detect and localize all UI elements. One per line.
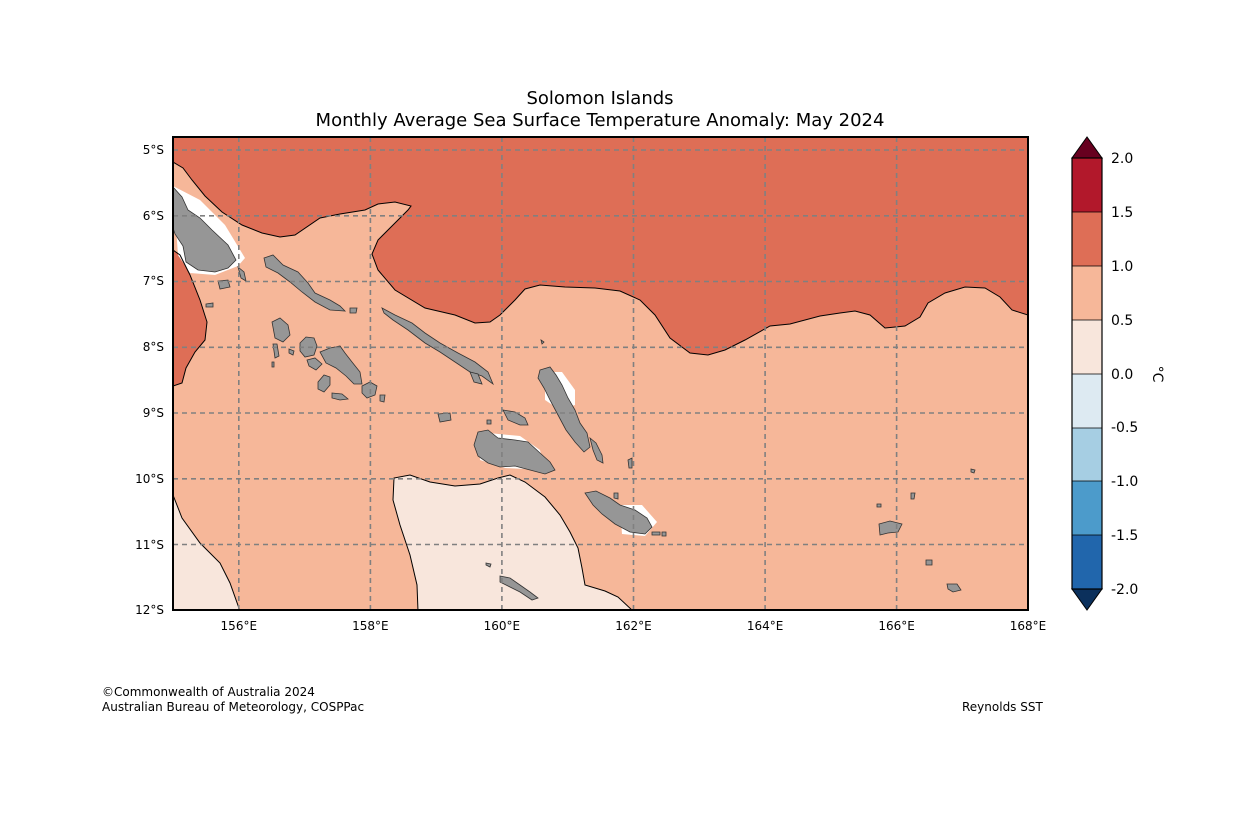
colorbar-tick-label: -1.5 xyxy=(1111,528,1138,544)
lon-label: 160°E xyxy=(484,619,521,633)
island-rennell xyxy=(499,575,539,601)
latitude-labels: 5°S 6°S 7°S 8°S 9°S 10°S 11°S 12°S xyxy=(135,143,164,617)
island-small xyxy=(627,457,633,469)
island-new-georgia-west xyxy=(306,357,323,371)
island-tetepare xyxy=(331,392,349,401)
colorbar-tick-label: 1.5 xyxy=(1111,205,1133,221)
colorbar-bin--1.0--0.5 xyxy=(1072,428,1102,481)
colorbar-bin--0.5-0.0 xyxy=(1072,374,1102,428)
contour-lines xyxy=(173,161,1028,610)
island-small xyxy=(486,419,492,425)
land-masses xyxy=(173,186,976,601)
island-small xyxy=(379,394,386,403)
lat-label: 12°S xyxy=(135,603,164,617)
island-small xyxy=(469,371,483,385)
island-vella-lavella xyxy=(271,317,291,343)
copyright-text: ©Commonwealth of Australia 2024 Australi… xyxy=(102,685,364,715)
gridlines xyxy=(173,137,1028,610)
lat-label: 10°S xyxy=(135,472,164,486)
island-new-georgia xyxy=(319,345,363,385)
lon-label: 168°E xyxy=(1010,619,1047,633)
anomaly-band-0.0-0.5-central xyxy=(393,475,632,610)
island-small xyxy=(349,307,358,314)
colorbar: 2.0 1.5 1.0 0.5 0.0 -0.5 -1.0 -1.5 -2.0 … xyxy=(1071,136,1165,611)
colorbar-tick-label: 1.0 xyxy=(1111,259,1133,275)
island-small xyxy=(271,361,275,368)
lon-label: 162°E xyxy=(615,619,652,633)
island-makira xyxy=(584,490,653,535)
copyright-line: ©Commonwealth of Australia 2024 xyxy=(102,685,315,699)
island-utupua xyxy=(925,559,933,566)
map-title: Solomon Islands xyxy=(526,88,674,109)
data-source-text: Reynolds SST xyxy=(962,700,1043,714)
island-small xyxy=(876,503,882,508)
colorbar-bin--2.0--1.5 xyxy=(1072,535,1102,589)
colorbar-unit-label: °C xyxy=(1149,366,1165,383)
island-savo xyxy=(437,412,452,423)
lon-label: 166°E xyxy=(878,619,915,633)
island-vanikoro xyxy=(946,583,962,593)
lon-label: 158°E xyxy=(352,619,389,633)
island-guadalcanal xyxy=(473,429,556,475)
colorbar-extend-max xyxy=(1071,136,1103,159)
lat-label: 7°S xyxy=(143,274,164,288)
map-plot-area xyxy=(173,137,1028,610)
colorbar-tick-label: -0.5 xyxy=(1111,420,1138,436)
map-subtitle: Monthly Average Sea Surface Temperature … xyxy=(315,110,885,131)
lat-label: 6°S xyxy=(143,209,164,223)
colorbar-tick-label: 0.5 xyxy=(1111,313,1133,329)
agency-line: Australian Bureau of Meteorology, COSPPa… xyxy=(102,700,365,714)
lon-label: 156°E xyxy=(221,619,258,633)
island-choiseul xyxy=(263,254,347,312)
island-small xyxy=(205,302,214,308)
colorbar-extend-min xyxy=(1071,588,1103,611)
colorbar-tick-label: -2.0 xyxy=(1111,582,1138,598)
island-rendova xyxy=(317,374,331,393)
island-small xyxy=(910,492,916,500)
colorbar-tick-label: 0.0 xyxy=(1111,367,1133,383)
colorbar-bin-1.5-2.0 xyxy=(1072,158,1102,212)
island-bougainville xyxy=(173,186,237,273)
colorbar-tick-label: -1.0 xyxy=(1111,474,1138,490)
island-bellona xyxy=(485,562,492,568)
colorbar-bin-0.0-0.5 xyxy=(1072,320,1102,374)
map-frame xyxy=(172,136,1029,611)
island-small-malaita xyxy=(589,436,604,464)
lat-label: 11°S xyxy=(135,538,164,552)
island-small xyxy=(661,531,667,537)
island-santa-isabel xyxy=(381,307,494,386)
island-small xyxy=(288,348,295,356)
lat-label: 9°S xyxy=(143,406,164,420)
lat-label: 5°S xyxy=(143,143,164,157)
colorbar-bin-0.5-1.0 xyxy=(1072,266,1102,320)
anomaly-band-1.0-1.5-north xyxy=(173,137,1028,355)
anomaly-band-1.0-1.5-west xyxy=(173,250,207,386)
lon-label: 164°E xyxy=(747,619,784,633)
colorbar-tick-label: 2.0 xyxy=(1111,151,1133,167)
anomaly-band-0.0-0.5-southwest xyxy=(173,495,240,610)
longitude-labels: 156°E 158°E 160°E 162°E 164°E 166°E 168°… xyxy=(221,619,1047,633)
lat-label: 8°S xyxy=(143,340,164,354)
island-small xyxy=(540,339,545,345)
island-malaita xyxy=(537,366,591,453)
colorbar-bin-1.0-1.5 xyxy=(1072,212,1102,266)
colorbar-ticks: 2.0 1.5 1.0 0.5 0.0 -0.5 -1.0 -1.5 -2.0 xyxy=(1111,151,1138,598)
island-small xyxy=(613,492,619,500)
island-small xyxy=(651,531,661,536)
colorbar-bin--1.5--1.0 xyxy=(1072,481,1102,535)
colorbar-outline xyxy=(1071,157,1103,590)
island-small xyxy=(970,468,976,474)
